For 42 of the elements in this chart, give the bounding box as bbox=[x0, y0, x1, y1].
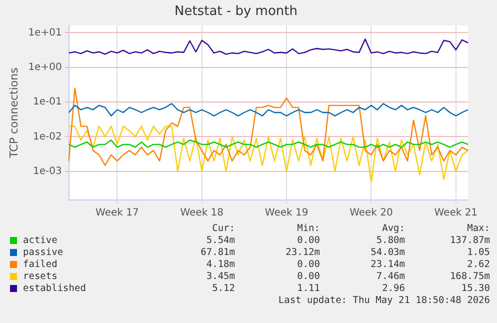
legend-label: resets bbox=[22, 270, 58, 282]
text: 2.62 bbox=[466, 258, 490, 270]
y-tick-label: 1e-01 bbox=[32, 96, 62, 108]
text: 1.05 bbox=[466, 246, 490, 258]
y-tick-label: 1e+01 bbox=[28, 27, 62, 38]
legend-label: failed bbox=[22, 258, 58, 270]
text: 137.87m bbox=[448, 234, 490, 246]
text: 5.12 bbox=[211, 282, 235, 294]
text: 15.30 bbox=[460, 282, 490, 294]
y-tick-label: 1e-03 bbox=[32, 166, 62, 178]
x-tick-label: Week 17 bbox=[96, 208, 139, 219]
text: Min: bbox=[296, 222, 320, 234]
text: 7.46m bbox=[375, 270, 405, 282]
text: 54.03m bbox=[370, 246, 405, 258]
x-tick-label: Week 20 bbox=[350, 208, 393, 219]
x-tick-label: Week 18 bbox=[180, 208, 224, 219]
legend-label: established bbox=[22, 282, 87, 294]
text: Avg: bbox=[381, 222, 405, 234]
text: 23.14m bbox=[370, 258, 405, 270]
chart-title: Netstat - by month bbox=[174, 4, 298, 20]
text: Max: bbox=[466, 222, 490, 234]
y-axis-title: TCP connections bbox=[7, 67, 20, 159]
y-tick-label: 1e+00 bbox=[28, 62, 62, 73]
text: 23.12m bbox=[284, 246, 320, 258]
text: 3.45m bbox=[205, 270, 235, 282]
y-tick-label: 1e-02 bbox=[32, 131, 62, 142]
text: 2.96 bbox=[381, 282, 405, 294]
x-tick-label: Week 21 bbox=[434, 208, 478, 219]
text: 0.00 bbox=[296, 270, 320, 282]
text: 4.18m bbox=[205, 258, 235, 270]
text: 67.81m bbox=[200, 246, 235, 258]
text: 0.00 bbox=[296, 234, 320, 246]
legend-label: passive bbox=[22, 246, 64, 258]
text: 0.00 bbox=[296, 258, 320, 270]
text: 5.54m bbox=[205, 234, 235, 246]
text: Cur: bbox=[211, 222, 235, 234]
legend-label: active bbox=[22, 234, 58, 246]
text: Last update: Thu May 21 18:50:48 2026 bbox=[277, 294, 490, 306]
text: 1.11 bbox=[296, 282, 320, 294]
text: 5.80m bbox=[375, 234, 405, 246]
x-tick-label: Week 19 bbox=[264, 208, 308, 219]
text: 168.75m bbox=[448, 270, 490, 282]
